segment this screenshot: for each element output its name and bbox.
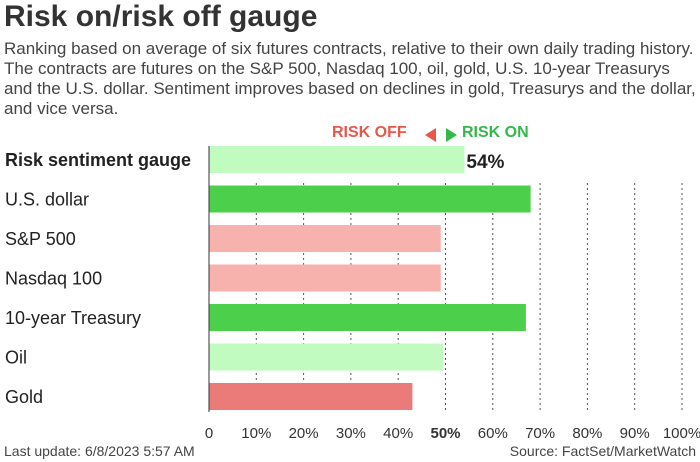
tick-label: 70% xyxy=(525,425,555,442)
tick-label: 30% xyxy=(336,425,366,442)
bar xyxy=(209,304,526,331)
chart-title: Risk on/risk off gauge xyxy=(4,0,318,33)
tick-label: 90% xyxy=(620,425,650,442)
tick-label: 10% xyxy=(241,425,271,442)
arrow-right-icon xyxy=(446,128,457,142)
bar xyxy=(209,146,465,173)
tick-label: 80% xyxy=(572,425,602,442)
bar xyxy=(209,383,413,410)
legend-risk-off: RISK OFF xyxy=(332,124,407,141)
category-label: Risk sentiment gauge xyxy=(5,150,191,170)
category-label: Nasdaq 100 xyxy=(5,269,102,289)
tick-label: 100% xyxy=(663,425,700,442)
bar xyxy=(209,225,441,252)
tick-label: 60% xyxy=(478,425,508,442)
category-label: 10-year Treasury xyxy=(5,308,141,328)
last-update: Last update: 6/8/2023 5:57 AM xyxy=(4,443,195,459)
legend-risk-on: RISK ON xyxy=(462,124,529,141)
chart-subtitle: Ranking based on average of six futures … xyxy=(4,39,696,118)
category-label: Gold xyxy=(5,387,43,407)
tick-label: 0 xyxy=(205,425,213,442)
bar xyxy=(209,343,444,371)
tick-label: 40% xyxy=(383,425,413,442)
bar xyxy=(209,185,531,213)
category-label: U.S. dollar xyxy=(5,190,89,210)
arrow-left-icon xyxy=(425,128,436,142)
category-label: Oil xyxy=(5,348,27,368)
data-label: 54% xyxy=(466,152,504,173)
tick-label: 50% xyxy=(430,425,460,442)
bar xyxy=(209,264,441,292)
tick-label: 20% xyxy=(289,425,319,442)
category-label: S&P 500 xyxy=(5,229,76,249)
source-credit: Source: FactSet/MarketWatch xyxy=(509,443,696,459)
